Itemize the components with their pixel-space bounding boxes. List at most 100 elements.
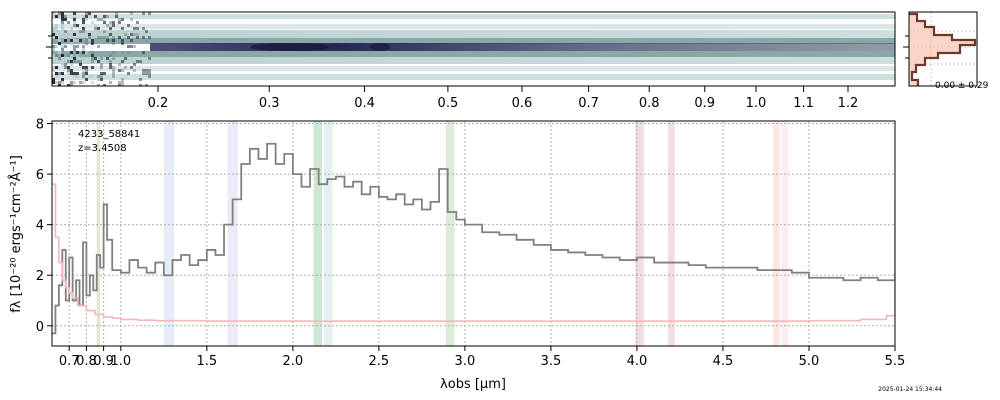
noise-pixel xyxy=(121,42,124,45)
x-tick-label-4.0: 4.0 xyxy=(627,354,648,369)
noise-pixel xyxy=(61,48,64,51)
noise-pixel xyxy=(55,75,58,78)
noise-pixel xyxy=(73,21,76,24)
noise-pixel xyxy=(136,21,139,24)
noise-pixel xyxy=(103,84,106,86)
noise-pixel xyxy=(118,81,121,84)
noise-pixel xyxy=(94,57,97,60)
noise-pixel xyxy=(88,39,91,42)
series-group xyxy=(52,142,895,335)
y-axis-title: fλ [10⁻²⁰ ergs⁻¹cm⁻²Å⁻¹] xyxy=(8,155,24,313)
noise-pixel xyxy=(112,21,115,24)
noise-pixel xyxy=(70,69,73,72)
noise-pixel xyxy=(133,63,136,66)
noise-pixel xyxy=(76,24,79,27)
noise-pixel xyxy=(55,54,58,57)
top-x-tick-label-0.8: 0.8 xyxy=(639,96,660,111)
noise-pixel xyxy=(88,12,91,15)
noise-pixel xyxy=(52,45,55,48)
line-band-4 xyxy=(323,121,333,346)
noise-pixel xyxy=(70,81,73,84)
line-band-8 xyxy=(772,121,780,346)
noise-pixel xyxy=(133,27,136,30)
y-tick-label-2: 2 xyxy=(36,269,44,284)
noise-pixel xyxy=(142,27,145,30)
noise-pixel xyxy=(58,15,61,18)
noise-pixel xyxy=(82,66,85,69)
noise-pixel xyxy=(100,36,103,39)
noise-pixel xyxy=(112,66,115,69)
noise-pixel xyxy=(109,54,112,57)
noise-pixel xyxy=(52,12,55,15)
noise-pixel xyxy=(127,51,130,54)
noise-pixel xyxy=(109,63,112,66)
object-id-label: 4233_58841 xyxy=(78,129,140,140)
noise-pixel xyxy=(133,33,136,36)
x-tick-label-2.0: 2.0 xyxy=(283,354,304,369)
noise-pixel xyxy=(79,60,82,63)
noise-pixel xyxy=(64,33,67,36)
noise-pixel xyxy=(139,60,142,63)
top-x-tick-label-1.2: 1.2 xyxy=(838,96,859,111)
noise-pixel xyxy=(118,84,121,86)
noise-pixel xyxy=(112,36,115,39)
noise-pixel xyxy=(61,72,64,75)
noise-pixel xyxy=(76,51,79,54)
noise-pixel xyxy=(85,72,88,75)
noise-pixel xyxy=(82,18,85,21)
x-tick-label-4.5: 4.5 xyxy=(713,354,734,369)
noise-pixel xyxy=(55,15,58,18)
noise-pixel xyxy=(97,84,100,86)
top-x-tick-label-0.6: 0.6 xyxy=(512,96,533,111)
noise-pixel xyxy=(73,33,76,36)
noise-pixel xyxy=(85,18,88,21)
noise-pixel xyxy=(97,60,100,63)
noise-pixel xyxy=(61,27,64,30)
noise-pixel xyxy=(97,27,100,30)
noise-pixel xyxy=(73,72,76,75)
noise-pixel xyxy=(52,36,55,39)
noise-pixel xyxy=(73,39,76,42)
noise-pixel xyxy=(97,75,100,78)
noise-pixel xyxy=(73,48,76,51)
noise-pixel xyxy=(100,78,103,81)
noise-pixel xyxy=(91,75,94,78)
noise-pixel xyxy=(70,63,73,66)
top-x-tick-label-1.0: 1.0 xyxy=(746,96,767,111)
noise-pixel xyxy=(103,21,106,24)
noise-pixel xyxy=(73,75,76,78)
noise-pixel xyxy=(82,15,85,18)
noise-pixel xyxy=(112,39,115,42)
noise-pixel xyxy=(145,84,148,86)
x-tick-label-1.0: 1.0 xyxy=(110,354,131,369)
noise-pixel xyxy=(97,30,100,33)
noise-pixel xyxy=(73,15,76,18)
x-tick-label-0.8: 0.8 xyxy=(76,354,97,369)
noise-pixel xyxy=(91,66,94,69)
noise-pixel xyxy=(55,45,58,48)
noise-pixel xyxy=(52,27,55,30)
noise-pixel xyxy=(148,72,151,75)
noise-pixel xyxy=(97,18,100,21)
noise-pixel xyxy=(100,18,103,21)
noise-pixel xyxy=(100,75,103,78)
line-band-1 xyxy=(163,121,175,346)
line-band-3 xyxy=(313,121,323,346)
noise-pixel xyxy=(109,21,112,24)
x-tick-label-5.5: 5.5 xyxy=(885,354,906,369)
noise-pixel xyxy=(70,27,73,30)
noise-pixel xyxy=(145,72,148,75)
noise-pixel xyxy=(52,78,55,81)
noise-pixel xyxy=(64,63,67,66)
noise-pixel xyxy=(85,78,88,81)
noise-pixel xyxy=(142,51,145,54)
noise-pixel xyxy=(106,57,109,60)
noise-pixel xyxy=(118,18,121,21)
noise-pixel xyxy=(76,54,79,57)
noise-pixel xyxy=(67,60,70,63)
noise-pixel xyxy=(67,72,70,75)
noise-pixel xyxy=(52,15,55,18)
noise-pixel xyxy=(58,84,61,86)
noise-pixel xyxy=(85,66,88,69)
